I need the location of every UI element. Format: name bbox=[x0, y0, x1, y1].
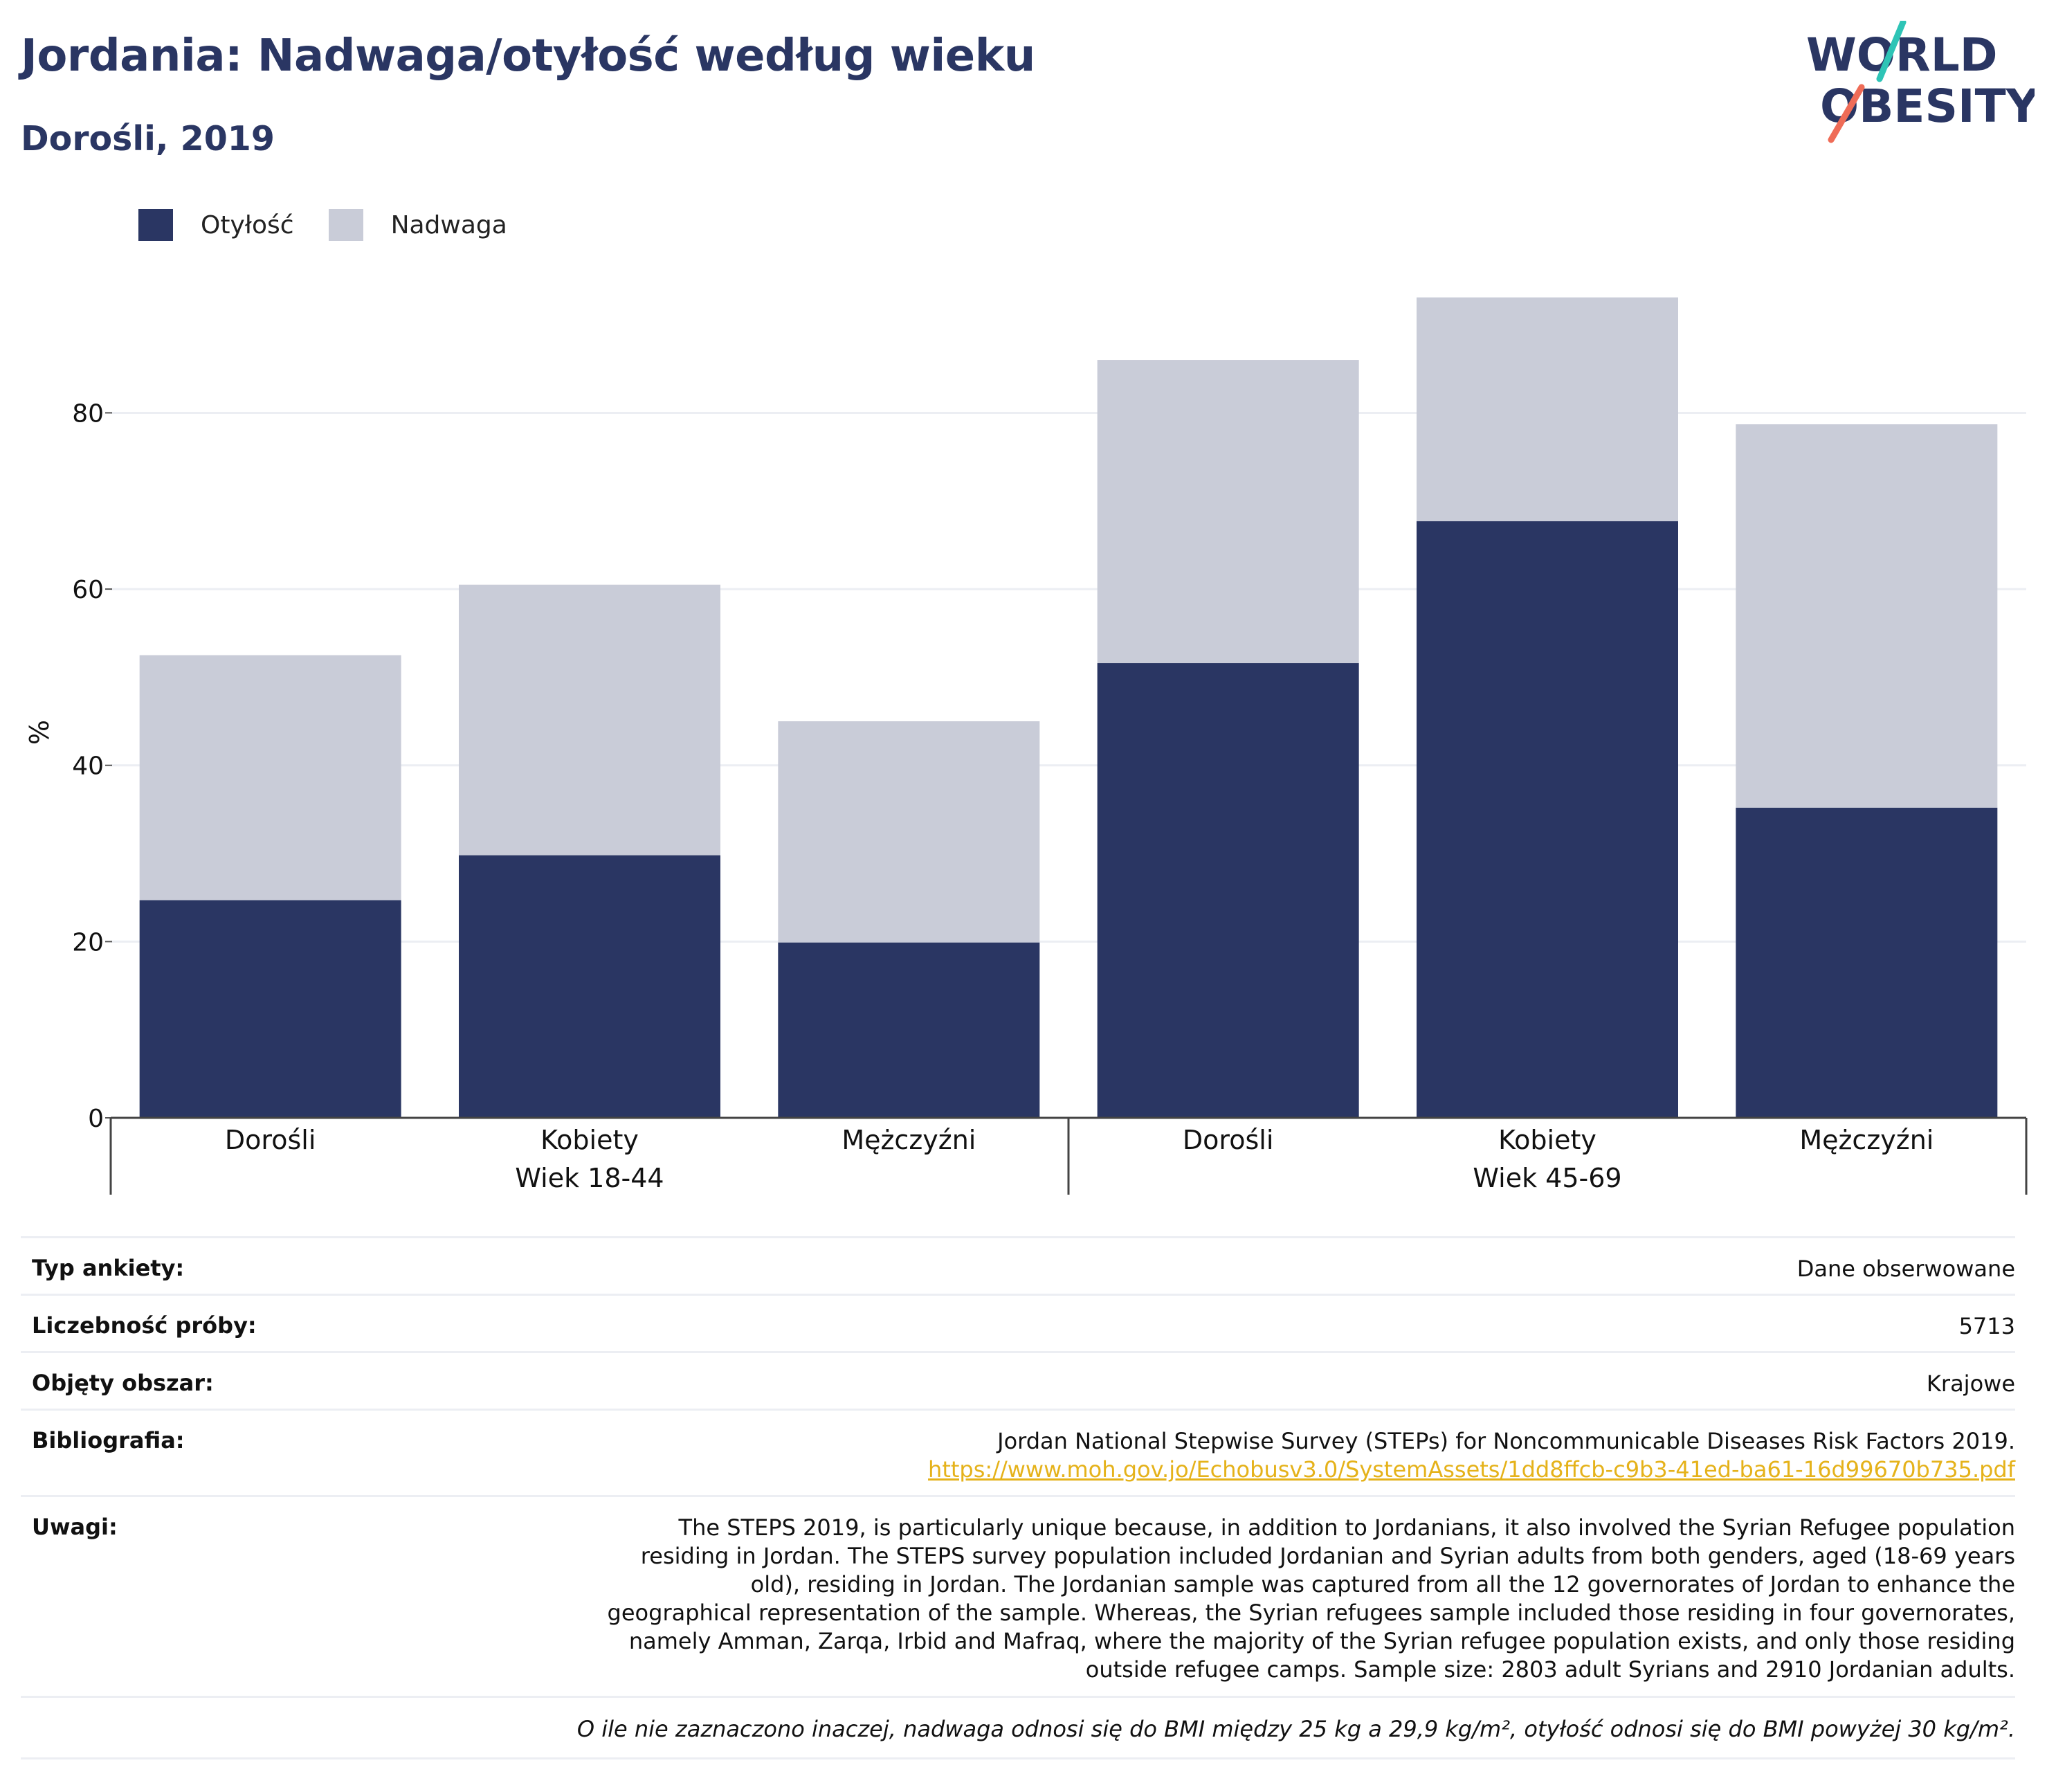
info-row-area: Objęty obszar: Krajowe bbox=[21, 1351, 2015, 1409]
y-tick-label: 60 bbox=[72, 576, 104, 604]
notes-label: Uwagi: bbox=[32, 1514, 118, 1540]
bar-obesity bbox=[459, 855, 720, 1118]
bibliography-label: Bibliografia: bbox=[32, 1427, 185, 1454]
bibliography-text: Jordan National Stepwise Survey (STEPs) … bbox=[997, 1428, 2015, 1454]
legend-swatch-overweight bbox=[328, 209, 363, 241]
group-label: Wiek 45-69 bbox=[1473, 1163, 1621, 1193]
x-tick-label: Dorośli bbox=[225, 1125, 316, 1155]
bar-overweight bbox=[1417, 297, 1678, 522]
info-row-survey-type: Typ ankiety: Dane obserwowane bbox=[21, 1236, 2015, 1294]
logo-line2: OBESITY bbox=[1820, 80, 2035, 133]
survey-type-value: Dane obserwowane bbox=[1796, 1256, 2015, 1282]
bar-overweight bbox=[1736, 424, 1998, 808]
bar-obesity bbox=[1097, 663, 1359, 1118]
sample-size-label: Liczebność próby: bbox=[32, 1312, 257, 1339]
bar-obesity bbox=[1417, 521, 1678, 1118]
legend-label-obesity: Otyłość bbox=[201, 210, 294, 239]
y-tick-label: 0 bbox=[88, 1105, 104, 1133]
bar-overweight bbox=[1097, 360, 1359, 664]
bmi-footnote: O ile nie zaznaczono inaczej, nadwaga od… bbox=[21, 1696, 2015, 1742]
info-row-notes: Uwagi: The STEPS 2019, is particularly u… bbox=[21, 1495, 2015, 1696]
survey-type-label: Typ ankiety: bbox=[32, 1255, 185, 1281]
x-tick-label: Mężczyźni bbox=[1799, 1125, 1934, 1155]
group-label: Wiek 18-44 bbox=[515, 1163, 664, 1193]
bar-chart: 0 20 40 60 80% Dorośli Kobiety Mężczyźni Dorośli… bbox=[24, 297, 2028, 1195]
bar-obesity bbox=[778, 942, 1040, 1118]
bar-overweight bbox=[459, 584, 720, 856]
area-label: Objęty obszar: bbox=[32, 1370, 214, 1396]
chart-subtitle: Dorośli, 2019 bbox=[21, 119, 275, 159]
sample-size-value: 5713 bbox=[1958, 1313, 2015, 1339]
chart-legend: Otyłość Nadwaga bbox=[138, 208, 542, 242]
bar-obesity bbox=[139, 900, 401, 1118]
legend-item-overweight[interactable]: Nadwaga bbox=[328, 209, 507, 241]
info-table: Typ ankiety: Dane obserwowane Liczebność… bbox=[21, 1236, 2015, 1759]
logo-line1: WORLD bbox=[1806, 28, 1998, 82]
area-value: Krajowe bbox=[1926, 1370, 2015, 1397]
legend-swatch-obesity bbox=[138, 209, 173, 241]
x-tick-label: Kobiety bbox=[1498, 1125, 1596, 1155]
y-tick-label: 20 bbox=[72, 928, 104, 957]
x-tick-label: Dorośli bbox=[1183, 1125, 1273, 1155]
bar-overweight bbox=[139, 655, 401, 900]
bar-overweight bbox=[778, 721, 1040, 943]
info-row-bibliography: Bibliografia: Jordan National Stepwise S… bbox=[21, 1409, 2015, 1495]
world-obesity-logo: WORLD OBESITY bbox=[1806, 21, 2035, 143]
x-tick-label: Mężczyźni bbox=[841, 1125, 976, 1155]
info-row-sample-size: Liczebność próby: 5713 bbox=[21, 1294, 2015, 1351]
logo-stroke-teal bbox=[1876, 21, 1907, 82]
y-tick-label: 40 bbox=[72, 752, 104, 781]
bibliography-link[interactable]: https://www.moh.gov.jo/Echobusv3.0/Syste… bbox=[928, 1456, 2015, 1483]
legend-item-obesity[interactable]: Otyłość bbox=[138, 209, 294, 241]
bottom-rule bbox=[21, 1757, 2015, 1759]
bibliography-value: Jordan National Stepwise Survey (STEPs) … bbox=[928, 1427, 2015, 1495]
y-axis-label: % bbox=[24, 720, 55, 745]
x-tick-label: Kobiety bbox=[540, 1125, 639, 1155]
y-tick-label: 80 bbox=[72, 399, 104, 428]
bar-obesity bbox=[1736, 807, 1998, 1118]
chart-title: Jordania: Nadwaga/otyłość według wieku bbox=[21, 30, 1035, 82]
logo-stroke-coral bbox=[1828, 84, 1865, 143]
legend-label-overweight: Nadwaga bbox=[390, 210, 507, 239]
notes-value: The STEPS 2019, is particularly unique b… bbox=[607, 1514, 2015, 1683]
